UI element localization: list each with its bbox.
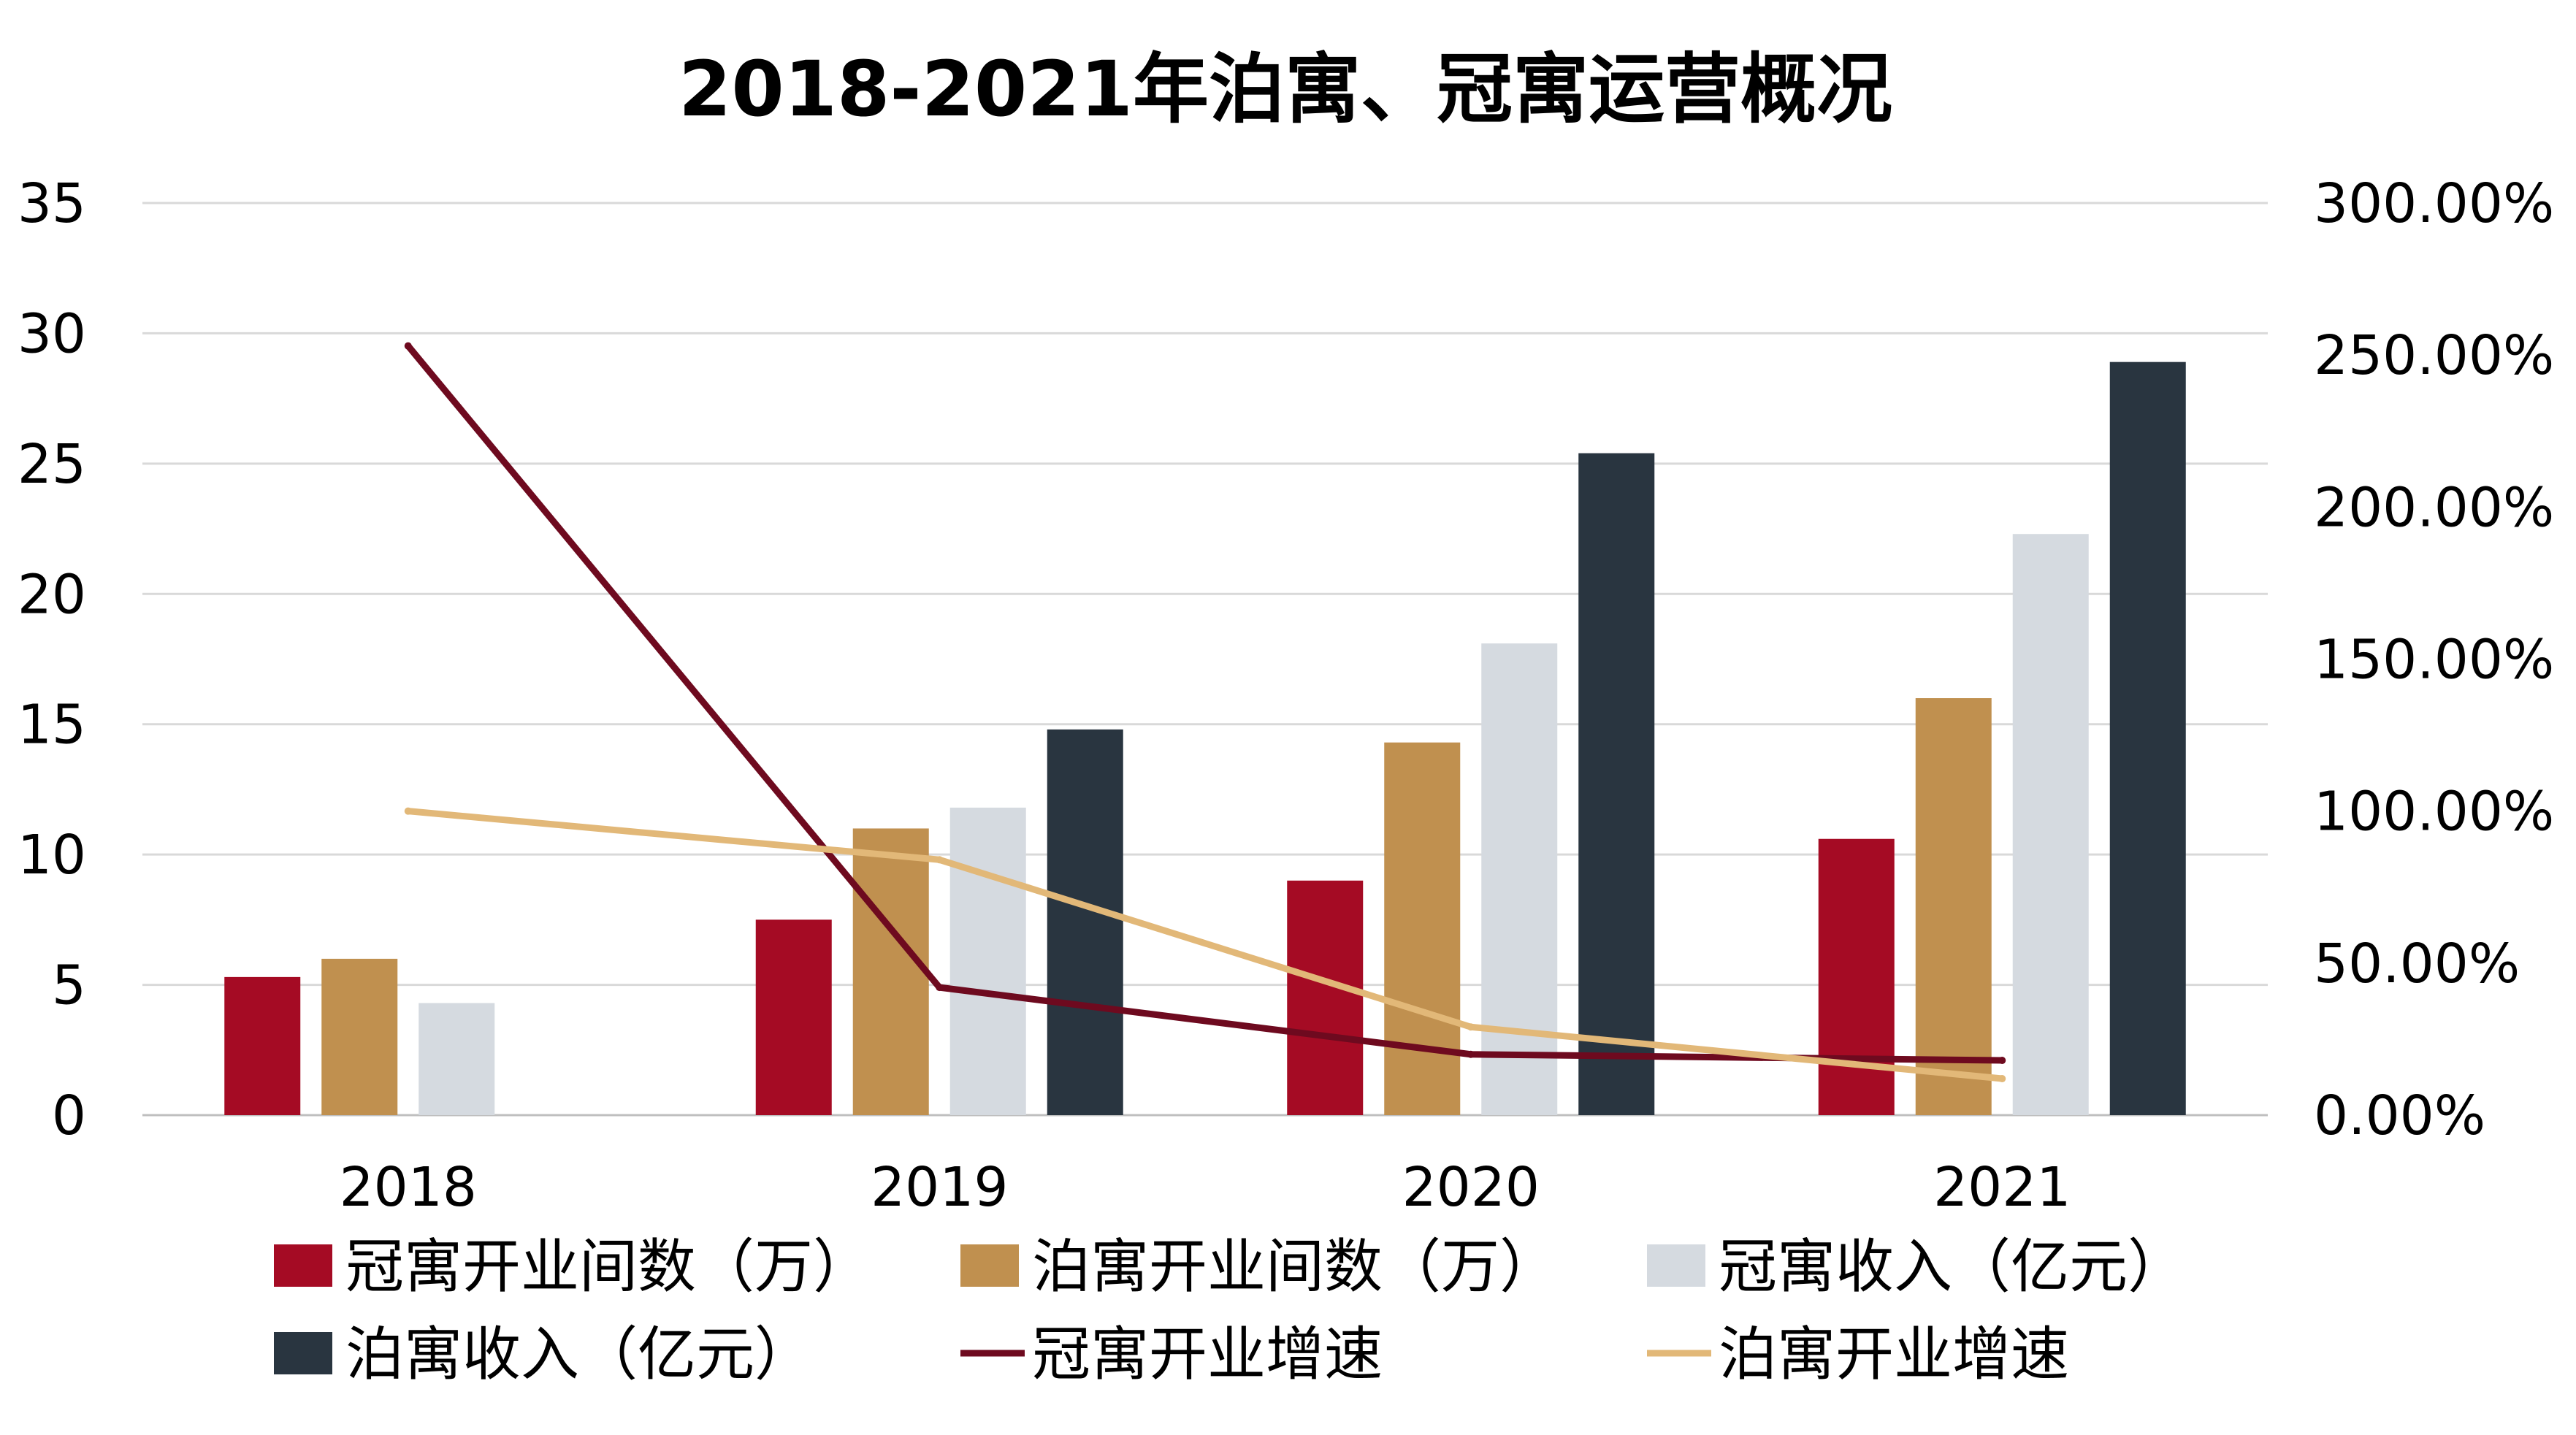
bar	[755, 919, 832, 1115]
legend-label: 泊寓开业间数（万）	[1032, 1233, 1558, 1301]
left-tick-label: 20	[18, 563, 86, 626]
legend-swatch	[274, 1332, 332, 1374]
x-tick-label: 2019	[871, 1156, 1008, 1219]
left-tick-label: 35	[18, 172, 86, 235]
legend-swatch	[960, 1244, 1019, 1287]
line-point	[1998, 1075, 2006, 1083]
series-line	[405, 808, 2006, 1082]
bar	[1287, 880, 1364, 1115]
bar	[1384, 742, 1461, 1115]
x-tick-label: 2018	[340, 1156, 477, 1219]
legend-label: 冠寓开业间数（万）	[345, 1233, 871, 1301]
bar	[1047, 729, 1123, 1115]
bar	[2012, 534, 2089, 1115]
right-tick-label: 100.00%	[2314, 781, 2554, 843]
x-axis: 2018 2019 2020 2021	[340, 1156, 2071, 1219]
bar	[1481, 643, 1558, 1115]
bar	[1578, 453, 1655, 1115]
left-tick-label: 10	[18, 824, 86, 887]
left-tick-label: 30	[18, 302, 86, 365]
x-tick-label: 2021	[1933, 1156, 2071, 1219]
line-point	[1467, 1050, 1475, 1058]
bar	[2109, 361, 2186, 1115]
bar	[852, 828, 929, 1115]
bars	[224, 361, 2186, 1115]
line-point	[1998, 1057, 2006, 1065]
left-tick-label: 0	[52, 1084, 86, 1147]
right-tick-label: 250.00%	[2314, 324, 2554, 387]
legend: 冠寓开业间数（万） 泊寓开业间数（万） 冠寓收入（亿元） 泊寓收入（亿元） 冠寓开业增速…	[274, 1233, 2186, 1388]
line-point	[936, 984, 944, 992]
bar	[418, 1003, 495, 1115]
line-point	[936, 856, 944, 864]
right-axis: 0.00% 50.00% 100.00% 150.00% 200.00% 250.00% 3…	[2314, 172, 2554, 1147]
left-tick-label: 15	[18, 694, 86, 757]
bar	[1818, 838, 1895, 1115]
legend-swatch	[1647, 1244, 1705, 1287]
right-tick-label: 150.00%	[2314, 629, 2554, 692]
right-tick-label: 50.00%	[2314, 933, 2520, 995]
bar	[321, 958, 398, 1115]
right-tick-label: 0.00%	[2314, 1084, 2485, 1147]
legend-swatch	[274, 1244, 332, 1287]
left-axis: 0 5 10 15 20 25 30 35	[18, 172, 86, 1147]
left-tick-label: 5	[52, 954, 86, 1017]
chart-title: 2018-2021年泊寓、冠寓运营概况	[679, 45, 1892, 134]
legend-label: 泊寓收入（亿元）	[345, 1320, 813, 1388]
right-tick-label: 300.00%	[2314, 172, 2554, 235]
left-tick-label: 25	[18, 433, 86, 496]
lines	[404, 342, 2006, 1083]
legend-label: 冠寓开业增速	[1032, 1320, 1383, 1388]
series-line	[405, 343, 2006, 1064]
line-point	[404, 807, 412, 815]
x-tick-label: 2020	[1402, 1156, 1540, 1219]
bar	[1915, 698, 1992, 1115]
line-point	[404, 342, 412, 350]
legend-label: 泊寓开业增速	[1719, 1320, 2069, 1388]
bar	[224, 976, 301, 1115]
legend-label: 冠寓收入（亿元）	[1719, 1233, 2186, 1301]
line-point	[1467, 1023, 1475, 1031]
bar	[949, 807, 1026, 1115]
right-tick-label: 200.00%	[2314, 476, 2554, 539]
grid	[142, 202, 2268, 1117]
